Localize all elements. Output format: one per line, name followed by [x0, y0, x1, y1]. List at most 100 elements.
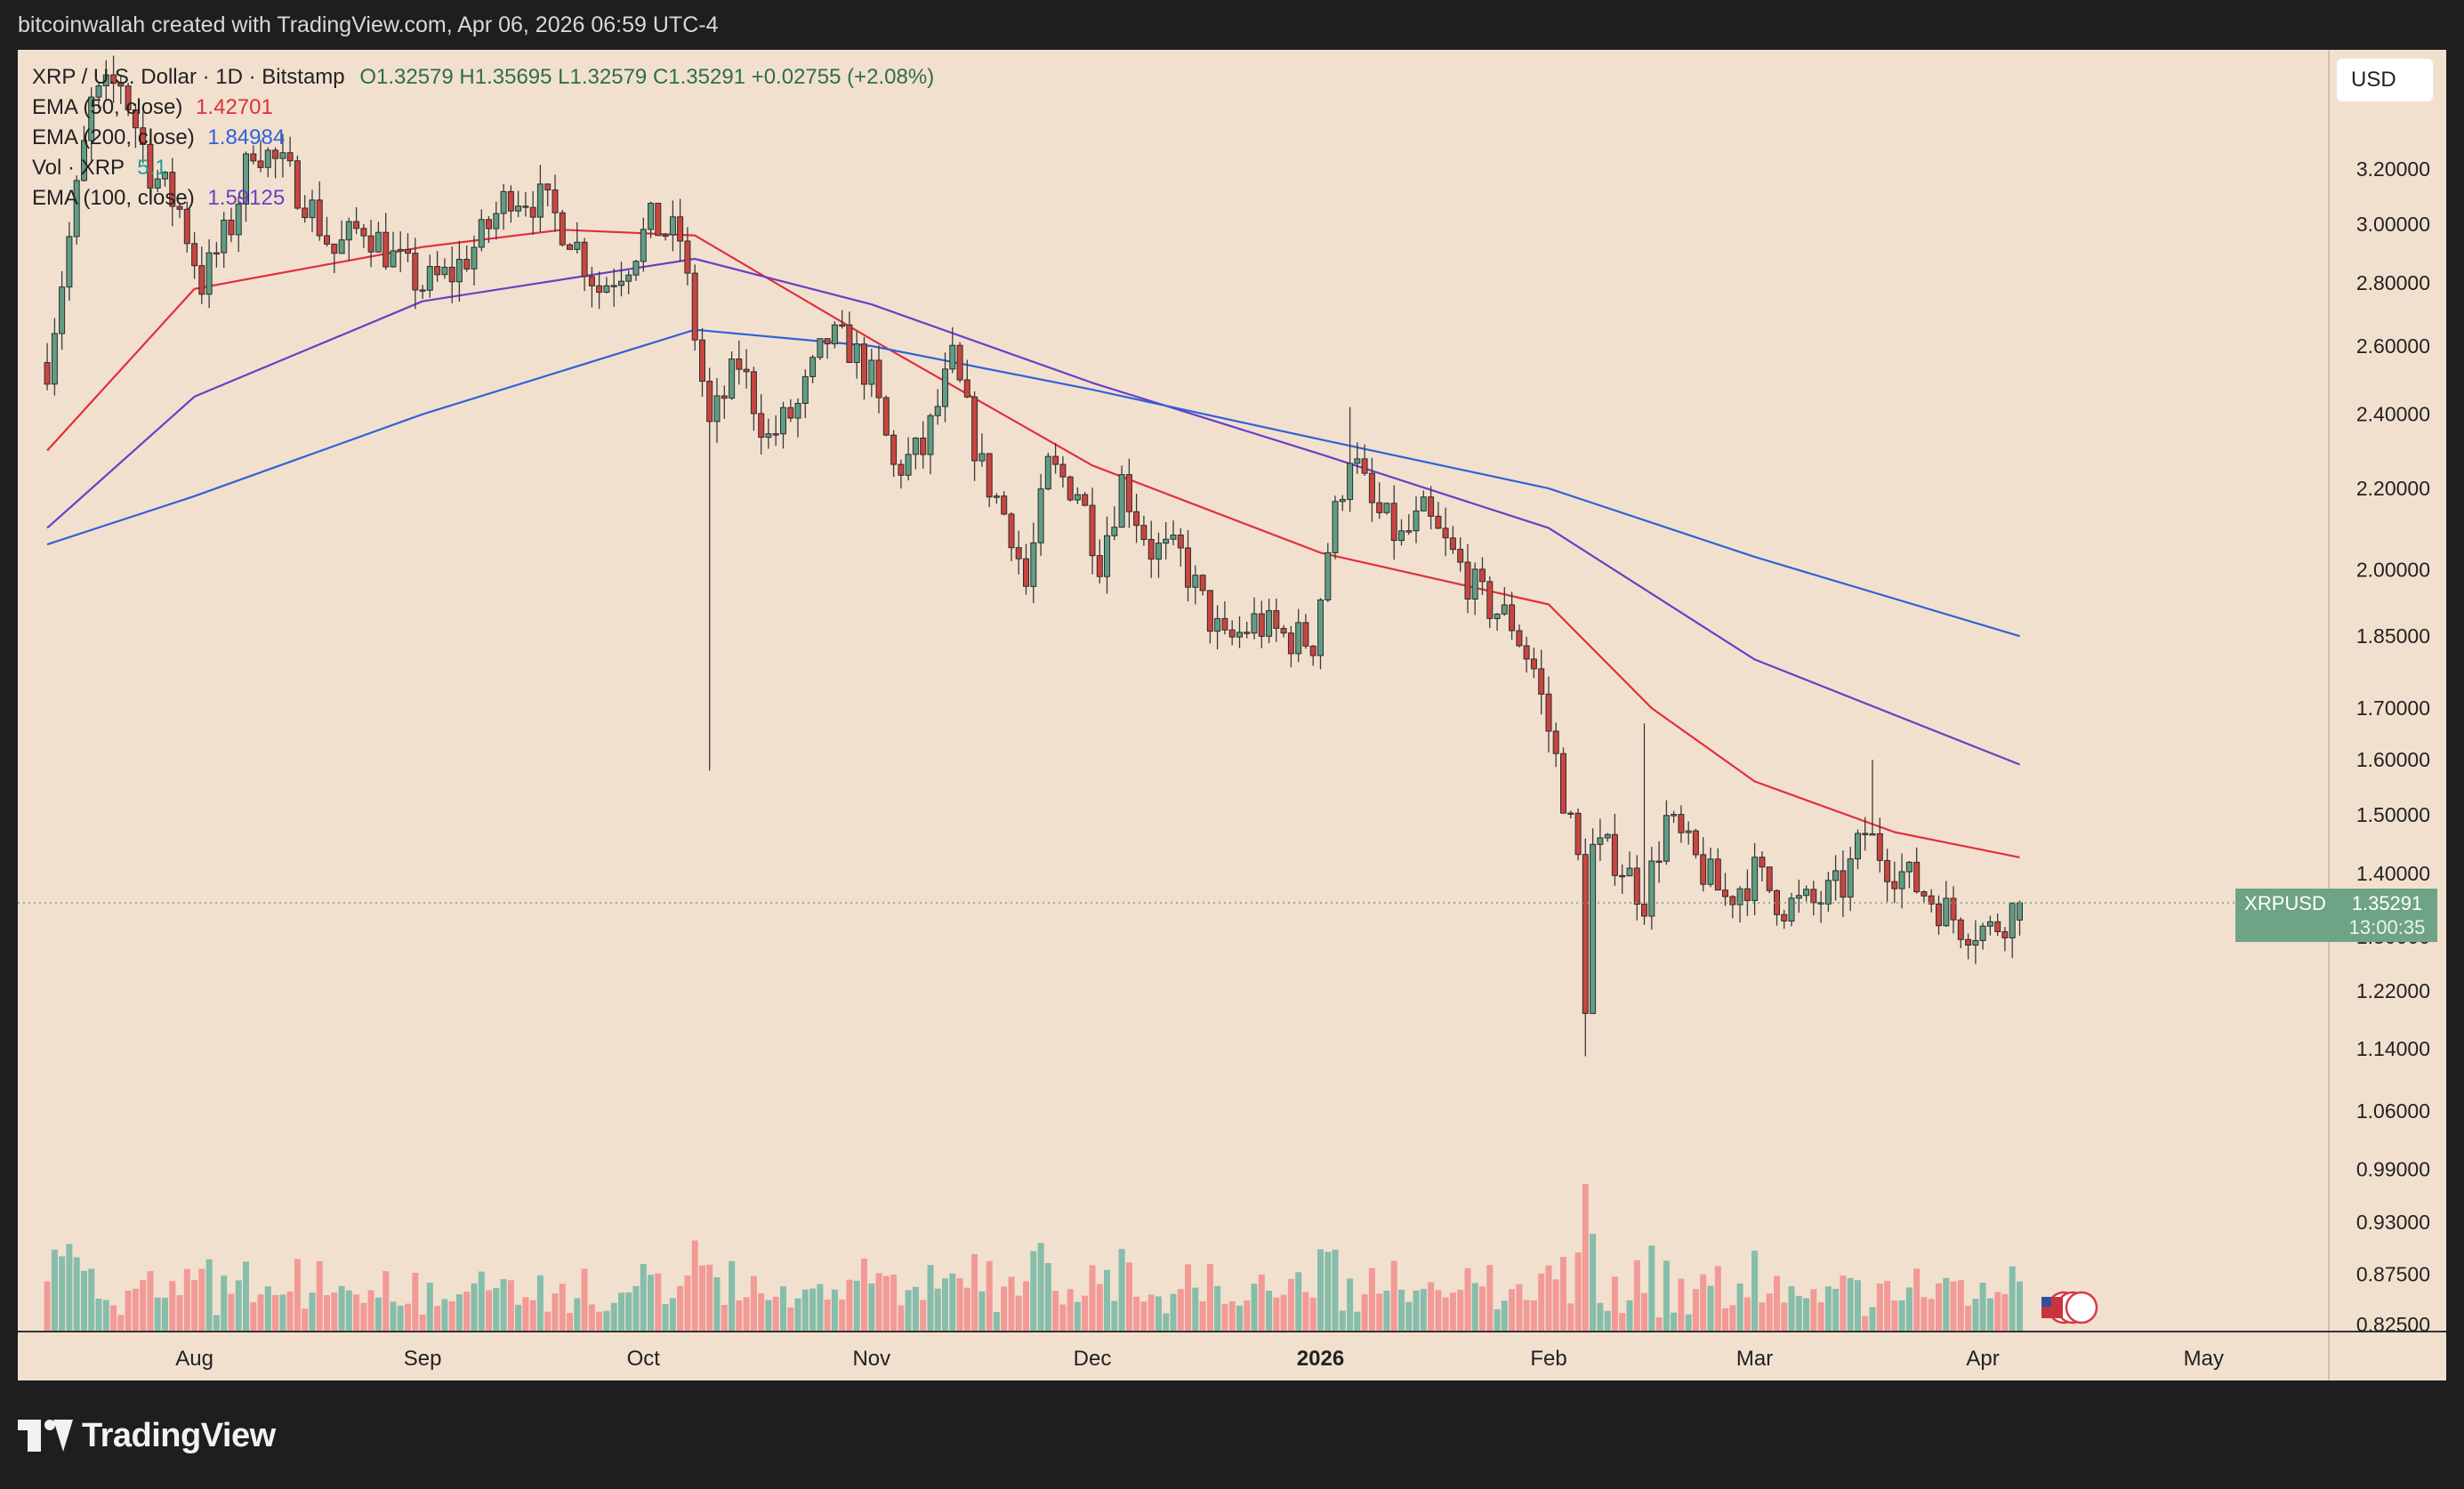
volume-bar — [993, 1312, 1000, 1331]
volume-bar — [426, 1283, 433, 1331]
candle-down — [1913, 861, 1920, 893]
candle-up — [500, 190, 507, 214]
volume-bar — [898, 1305, 905, 1331]
price-chart[interactable]: 3.20000 3.00000 2.80000 2.60000 2.40000 2.200… — [18, 50, 2446, 1380]
volume-bar — [1545, 1265, 1552, 1331]
candle-down — [1001, 495, 1008, 515]
volume-bar — [2017, 1281, 2023, 1331]
candle-up — [1832, 870, 1840, 881]
candle-down — [1759, 857, 1766, 868]
candle-down — [1545, 693, 1552, 732]
candle-up — [625, 274, 632, 282]
volume-bar — [648, 1275, 655, 1331]
volume-bar — [125, 1291, 132, 1331]
volume-bar — [1979, 1283, 1986, 1331]
legend-vol-label: Vol · XRP — [32, 156, 125, 180]
candle-down — [1884, 859, 1891, 882]
candle-up — [374, 231, 382, 253]
price-tick-label: 2.20000 — [2356, 477, 2430, 500]
candle-up — [1398, 530, 1405, 542]
volume-bar — [66, 1244, 73, 1331]
candle-up — [397, 248, 404, 252]
candle-up — [1604, 833, 1611, 839]
time-tick-label: Mar — [1736, 1347, 1773, 1371]
volume-bar — [286, 1291, 294, 1331]
volume-bar — [882, 1276, 890, 1331]
candle-down — [1082, 494, 1089, 506]
volume-bar — [154, 1297, 161, 1331]
legend-volume-row[interactable]: Vol · XRP 5.1 — [32, 153, 934, 183]
ema200-line — [46, 328, 2020, 638]
volume-bar — [787, 1307, 794, 1331]
legend-symbol: XRP / U.S. Dollar · 1D · Bitstamp — [32, 65, 345, 89]
volume-bar — [1008, 1276, 1015, 1331]
legend-ema200-label: EMA (200, close) — [32, 125, 195, 149]
candle-up — [1803, 889, 1810, 897]
volume-bar — [1788, 1286, 1795, 1331]
candle-down — [2001, 930, 2009, 938]
candle-up — [780, 406, 786, 435]
volume-bar — [1965, 1305, 1972, 1331]
volume-bar — [1413, 1290, 1420, 1331]
volume-bar — [382, 1271, 390, 1331]
candle-down — [382, 231, 390, 268]
volume-bar — [228, 1293, 235, 1331]
volume-bar — [574, 1298, 581, 1331]
candle-down — [1302, 622, 1309, 647]
legend-ema200-row[interactable]: EMA (200, close) 1.84984 — [32, 123, 934, 153]
volume-bar — [934, 1288, 941, 1331]
volume-bar — [1759, 1302, 1766, 1331]
currency-button[interactable]: USD — [2337, 59, 2433, 101]
candle-up — [1824, 880, 1832, 905]
candle-down — [1817, 902, 1824, 905]
volume-bar — [772, 1296, 779, 1331]
volume-bar — [1663, 1260, 1670, 1331]
volume-bar — [699, 1265, 705, 1331]
candle-up — [1347, 463, 1354, 501]
candle-down — [1023, 558, 1029, 587]
candle-up — [1074, 494, 1081, 501]
volume-bar — [1626, 1300, 1633, 1331]
volume-bar — [1309, 1297, 1317, 1331]
volume-bar — [390, 1301, 397, 1331]
candle-up — [1295, 622, 1302, 655]
candle-down — [1287, 632, 1294, 655]
candle-down — [920, 438, 927, 455]
volume-bar — [478, 1271, 485, 1331]
volume-bar — [1781, 1302, 1788, 1331]
volume-bar — [801, 1289, 809, 1331]
price-tick-label: 0.82500 — [2356, 1313, 2430, 1336]
candle-down — [971, 396, 978, 462]
legend-ema50-row[interactable]: EMA (50, close) 1.42701 — [32, 93, 934, 123]
candle-down — [434, 266, 441, 276]
candle-down — [1692, 830, 1699, 856]
candle-down — [1509, 604, 1516, 632]
candle-up — [713, 395, 721, 423]
volume-bar — [1736, 1284, 1743, 1331]
volume-bar — [1030, 1251, 1037, 1331]
volume-bar — [257, 1294, 264, 1331]
volume-bar — [1214, 1285, 1221, 1331]
candle-up — [1905, 861, 1912, 873]
volume-bar — [713, 1277, 721, 1331]
candle-up — [59, 286, 66, 334]
volume-bar — [750, 1276, 757, 1331]
candle-up — [243, 153, 249, 205]
chart-frame[interactable]: 3.20000 3.00000 2.80000 2.60000 2.40000 2.200… — [18, 50, 2446, 1380]
candle-down — [691, 272, 698, 341]
candle-up — [1494, 613, 1501, 619]
volume-bar — [743, 1297, 750, 1331]
legend-symbol-row[interactable]: XRP / U.S. Dollar · 1D · Bitstamp O1.325… — [32, 62, 934, 93]
candle-down — [117, 83, 125, 87]
candle-down — [1516, 630, 1523, 647]
tradingview-logo[interactable]: TradingView — [18, 1416, 276, 1455]
legend-ema100-row[interactable]: EMA (100, close) 1.59125 — [32, 183, 934, 213]
volume-bar — [1574, 1252, 1582, 1331]
volume-bar — [1509, 1289, 1516, 1331]
candle-down — [787, 406, 794, 419]
volume-bar — [949, 1273, 956, 1331]
ema50-line — [46, 229, 2020, 858]
volume-bar — [942, 1278, 948, 1331]
candle-down — [1309, 645, 1317, 656]
candle-up — [1339, 499, 1346, 503]
